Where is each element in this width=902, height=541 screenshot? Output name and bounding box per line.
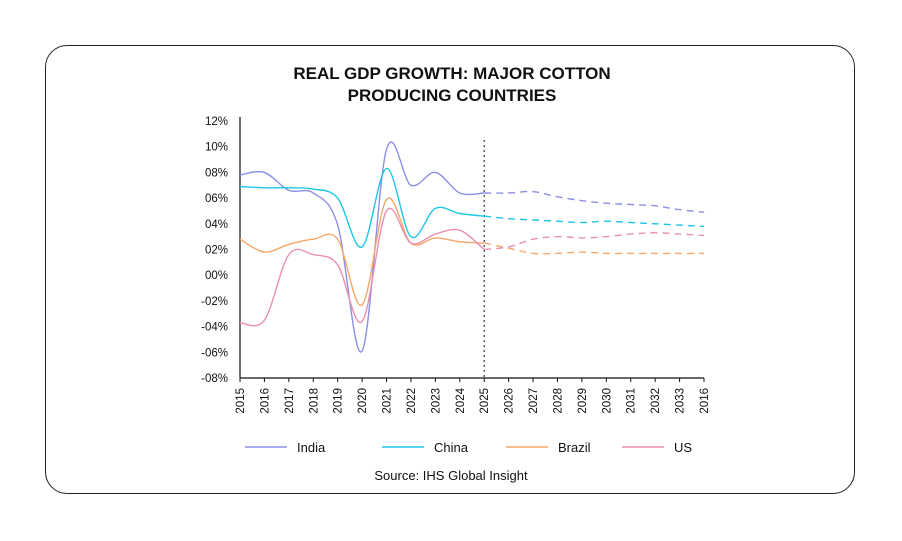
x-tick-label: 2025 — [479, 388, 491, 414]
legend-label-india: India — [297, 440, 326, 455]
y-axis-ticks: 12% 10% 08% 06% 04% 02% 00% -02% -04% -06% -08% — [201, 116, 228, 385]
legend-label-china: China — [434, 440, 469, 455]
x-tick-label: 2027 — [528, 388, 540, 414]
legend-label-brazil: Brazil — [558, 440, 591, 455]
y-tick-label: 00% — [205, 270, 228, 282]
x-tick-label: 2016 — [259, 388, 271, 414]
x-tick-label: 2020 — [357, 388, 369, 414]
series-line-india-forecast — [484, 190, 705, 213]
x-tick-label: 2023 — [430, 388, 442, 414]
x-tick-label: 2017 — [284, 388, 296, 414]
series-line-us-actual — [239, 207, 485, 327]
y-tick-label: 04% — [205, 219, 228, 231]
y-tick-label: 02% — [205, 245, 228, 257]
axes — [239, 117, 704, 379]
x-tick-label: 2022 — [406, 388, 418, 414]
x-tick-label: 2029 — [577, 388, 589, 414]
chart-title-line-1: REAL GDP GROWTH: MAJOR COTTON — [293, 64, 610, 83]
x-tick-label: 2018 — [308, 388, 320, 414]
series-line-us-forecast — [484, 232, 705, 251]
legend: India China Brazil US — [245, 440, 692, 455]
chart-title-line-2: PRODUCING COUNTRIES — [348, 86, 557, 105]
x-tick-label: 2021 — [382, 388, 394, 414]
legend-label-us: US — [674, 440, 692, 455]
y-tick-label: -08% — [201, 373, 228, 385]
source-note: Source: IHS Global Insight — [374, 468, 528, 483]
x-tick-label: 2015 — [235, 388, 247, 414]
series-lines — [239, 141, 705, 353]
x-tick-label: 2032 — [650, 388, 662, 414]
y-tick-label: -06% — [201, 347, 228, 359]
x-tick-label: 2019 — [333, 388, 345, 414]
y-tick-label: 12% — [205, 116, 228, 128]
series-line-brazil-actual — [239, 197, 485, 306]
x-tick-label: 2024 — [455, 387, 467, 413]
x-tick-label: 2033 — [675, 388, 687, 414]
y-tick-label: 08% — [205, 167, 228, 179]
x-axis-ticks: 2015 2016 2017 2018 2019 2020 2021 2022 2023 2024… — [235, 378, 711, 414]
x-tick-label: 2030 — [601, 388, 613, 414]
y-tick-label: 10% — [205, 142, 228, 154]
series-line-china-actual — [239, 167, 485, 248]
x-tick-label: 2016 — [699, 388, 711, 414]
chart-card — [45, 45, 855, 494]
x-tick-label: 2028 — [552, 388, 564, 414]
x-tick-label: 2031 — [626, 388, 638, 414]
x-tick-label: 2026 — [504, 388, 516, 414]
series-line-china-forecast — [484, 215, 705, 228]
series-line-brazil-forecast — [484, 242, 704, 255]
y-tick-label: -02% — [201, 296, 228, 308]
y-tick-label: -04% — [201, 322, 228, 334]
series-line-india-actual — [239, 141, 485, 353]
y-tick-label: 06% — [205, 193, 228, 205]
